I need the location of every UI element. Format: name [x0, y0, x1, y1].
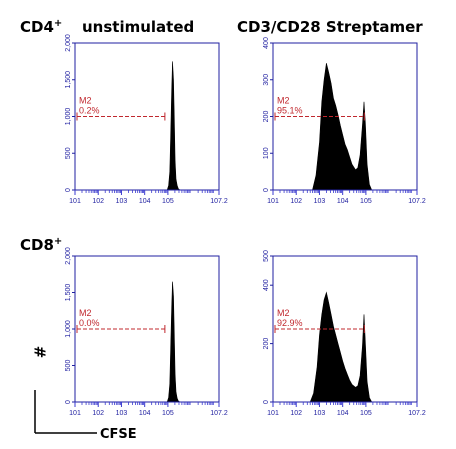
- histogram-fill: [312, 63, 373, 191]
- axis-indicator: # CFSE: [32, 346, 137, 442]
- y-tick-label: 1,000: [65, 108, 72, 126]
- column-label-unstimulated: unstimulated: [82, 18, 195, 36]
- y-tick-label: 1,500: [65, 71, 72, 89]
- y-tick-label: 500: [65, 147, 72, 159]
- y-tick-label: 200: [263, 111, 270, 123]
- histogram-fill: [309, 291, 373, 403]
- gate-percent: 92.9%: [277, 318, 303, 328]
- row-label-cd4: CD4+: [20, 18, 63, 36]
- y-tick-label: 2,000: [65, 247, 72, 265]
- x-tick-label: 104: [139, 198, 151, 205]
- y-tick-label: 0: [263, 400, 270, 404]
- y-tick-label: 1,000: [65, 320, 72, 338]
- y-tick-label: 0: [263, 188, 270, 192]
- x-indicator-label: CFSE: [100, 427, 137, 442]
- x-tick-label: 107.2: [408, 410, 426, 417]
- x-tick-label: 104: [337, 410, 349, 417]
- y-tick-label: 200: [263, 338, 270, 350]
- y-indicator-label: #: [32, 346, 50, 359]
- x-tick-label: 104: [139, 410, 151, 417]
- x-tick-label: 103: [116, 198, 128, 205]
- x-tick-label: 101: [267, 198, 279, 205]
- y-tick-label: 500: [65, 360, 72, 372]
- x-tick-label: 103: [314, 410, 326, 417]
- gate-name: M2: [79, 308, 92, 318]
- x-tick-label: 102: [290, 410, 302, 417]
- x-tick-label: 103: [314, 198, 326, 205]
- x-tick-label: 102: [92, 198, 104, 205]
- gate-percent: 0.2%: [79, 106, 100, 116]
- y-tick-label: 0: [65, 188, 72, 192]
- y-tick-label: 400: [263, 279, 270, 291]
- panel-frame: [272, 255, 418, 403]
- histogram-fill: [166, 281, 182, 403]
- x-tick-label: 107.2: [408, 198, 426, 205]
- x-tick-label: 105: [360, 410, 372, 417]
- y-tick-label: 1,500: [65, 284, 72, 302]
- histogram-panel-1: 0 500 1,000 1,500 2,000 101 102 103 104 105 107.2 M…: [65, 34, 228, 205]
- x-tick-label: 107.2: [210, 410, 228, 417]
- y-tick-label: 100: [263, 147, 270, 159]
- x-tick-label: 102: [92, 410, 104, 417]
- gate-name: M2: [277, 96, 290, 106]
- gate-name: M2: [79, 96, 92, 106]
- x-tick-label: 101: [69, 410, 81, 417]
- y-tick-label: 0: [65, 400, 72, 404]
- y-tick-label: 500: [263, 250, 270, 262]
- gate-percent: 0.0%: [79, 318, 100, 328]
- x-tick-label: 105: [162, 410, 174, 417]
- x-tick-label: 102: [290, 198, 302, 205]
- histogram-fill: [166, 61, 181, 191]
- y-tick-label: 300: [263, 74, 270, 86]
- gate-name: M2: [277, 308, 290, 318]
- x-tick-label: 103: [116, 410, 128, 417]
- y-tick-label: 400: [263, 37, 270, 49]
- gate-percent: 95.1%: [277, 106, 303, 116]
- x-tick-label: 105: [360, 198, 372, 205]
- column-label-streptamer: CD3/CD28 Streptamer: [237, 18, 423, 36]
- y-tick-label: 2,000: [65, 34, 72, 52]
- x-tick-label: 101: [69, 198, 81, 205]
- x-tick-label: 107.2: [210, 198, 228, 205]
- x-tick-label: 101: [267, 410, 279, 417]
- x-tick-label: 104: [337, 198, 349, 205]
- row-label-cd8: CD8+: [20, 236, 63, 254]
- histogram-panel-3: 0 500 1,000 1,500 2,000 101 102 103 104 105 107.2 M…: [65, 247, 228, 417]
- x-tick-label: 105: [162, 198, 174, 205]
